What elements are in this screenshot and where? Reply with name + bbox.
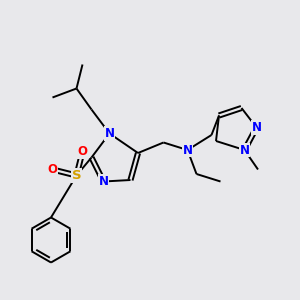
Text: O: O [77,145,88,158]
Text: N: N [251,121,262,134]
Text: N: N [182,143,193,157]
Text: N: N [98,175,109,188]
Text: N: N [104,127,115,140]
Text: O: O [47,163,58,176]
Text: S: S [72,169,81,182]
Text: N: N [239,143,250,157]
